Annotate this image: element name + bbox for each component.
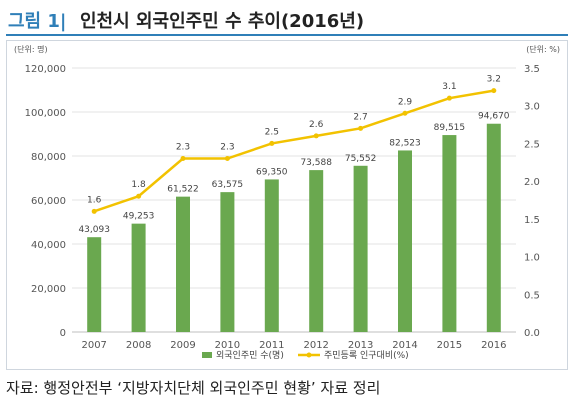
y-right-unit: (단위: %) xyxy=(526,44,560,54)
bar xyxy=(131,223,146,332)
line-point xyxy=(491,88,497,94)
legend-line-label: 주민등록 인구대비(%) xyxy=(324,350,409,361)
bar-value-label: 69,350 xyxy=(256,167,288,177)
legend-line-marker xyxy=(306,352,312,358)
line-value-label: 2.3 xyxy=(220,143,234,153)
x-tick-label: 2013 xyxy=(348,340,373,351)
line-point xyxy=(180,156,186,162)
bar-value-label: 94,670 xyxy=(478,112,510,122)
line-point xyxy=(446,95,452,101)
line-value-label: 3.1 xyxy=(442,82,456,92)
x-tick-label: 2008 xyxy=(126,340,151,351)
x-tick-label: 2011 xyxy=(259,340,284,351)
y-right-tick-label: 0.5 xyxy=(524,290,540,301)
line-point xyxy=(402,110,408,116)
line-point xyxy=(224,156,230,162)
y-left-tick-label: 80,000 xyxy=(31,152,66,163)
chart: 0 20,000 40,000 60,000 80,000 100,000 120,000 0… xyxy=(14,44,560,361)
bar-value-label: 89,515 xyxy=(434,123,466,133)
series-line xyxy=(93,89,495,213)
bar-value-label: 73,588 xyxy=(300,158,332,168)
legend-bar-label: 외국인주민 수(명) xyxy=(216,349,284,361)
x-tick-label: 2014 xyxy=(392,340,417,351)
bar-value-label: 49,253 xyxy=(123,212,155,222)
chart-frame xyxy=(6,40,568,370)
y-left-unit: (단위: 명) xyxy=(14,44,48,54)
y-left-tick-label: 20,000 xyxy=(31,284,66,295)
title-rule xyxy=(6,34,568,36)
bar xyxy=(398,150,412,332)
line-value-label: 1.6 xyxy=(87,195,102,205)
bar-value-label: 82,523 xyxy=(389,138,421,148)
x-tick-label: 2009 xyxy=(170,340,195,351)
bar xyxy=(87,237,102,332)
y-right-tick-label: 3.5 xyxy=(524,64,540,75)
x-tick-label: 2007 xyxy=(81,340,106,351)
y-right-tick-label: 2.0 xyxy=(524,177,540,188)
y-left-tick-label: 120,000 xyxy=(25,64,66,75)
y-left-tick-label: 40,000 xyxy=(31,240,66,251)
bar xyxy=(442,135,457,332)
bar-value-label: 75,552 xyxy=(345,154,377,164)
bar xyxy=(309,170,324,332)
bar xyxy=(220,192,235,332)
y-right-tick-label: 1.5 xyxy=(524,215,540,226)
bar xyxy=(486,123,501,332)
figure-header: 그림 1| 인천시 외국인주민 수 추이(2016년) xyxy=(6,5,568,32)
y-right-tick-label: 1.0 xyxy=(524,253,540,264)
legend-bar-swatch xyxy=(202,352,212,358)
source-note: 자료: 행정안전부 ‘지방자치단체 외국인주민 현황’ 자료 정리 xyxy=(6,379,381,397)
line-point xyxy=(358,125,364,131)
figure-title: 인천시 외국인주민 수 추이(2016년) xyxy=(80,11,365,32)
line-point xyxy=(269,140,275,146)
y-left-tick-label: 0 xyxy=(60,328,66,339)
line-value-label: 2.9 xyxy=(398,97,413,107)
line-point xyxy=(136,193,142,199)
y-left-tick-label: 100,000 xyxy=(25,108,66,119)
x-tick-label: 2010 xyxy=(215,340,240,351)
bar xyxy=(353,165,368,332)
bar-value-label: 43,093 xyxy=(78,225,110,235)
y-right-tick-label: 2.5 xyxy=(524,139,540,150)
line-value-label: 2.7 xyxy=(353,112,367,122)
line-value-label: 2.5 xyxy=(265,127,279,137)
bar xyxy=(264,179,279,332)
bar xyxy=(176,196,190,332)
line-value-label: 3.2 xyxy=(487,75,501,85)
line-value-label: 2.3 xyxy=(176,143,190,153)
line-value-label: 1.8 xyxy=(131,180,146,190)
line-point xyxy=(313,133,319,139)
x-tick-label: 2012 xyxy=(303,340,328,351)
y-right-tick-label: 0.0 xyxy=(524,328,540,339)
y-left-tick-label: 60,000 xyxy=(31,196,66,207)
figure-label: 그림 1| xyxy=(8,11,67,32)
line-value-label: 2.6 xyxy=(309,120,324,130)
x-tick-label: 2016 xyxy=(481,340,506,351)
x-tick-label: 2015 xyxy=(437,340,462,351)
line-point xyxy=(91,208,97,214)
y-right-tick-label: 3.0 xyxy=(524,102,540,113)
bar-value-label: 61,522 xyxy=(167,185,199,195)
bar-value-label: 63,575 xyxy=(212,180,244,190)
